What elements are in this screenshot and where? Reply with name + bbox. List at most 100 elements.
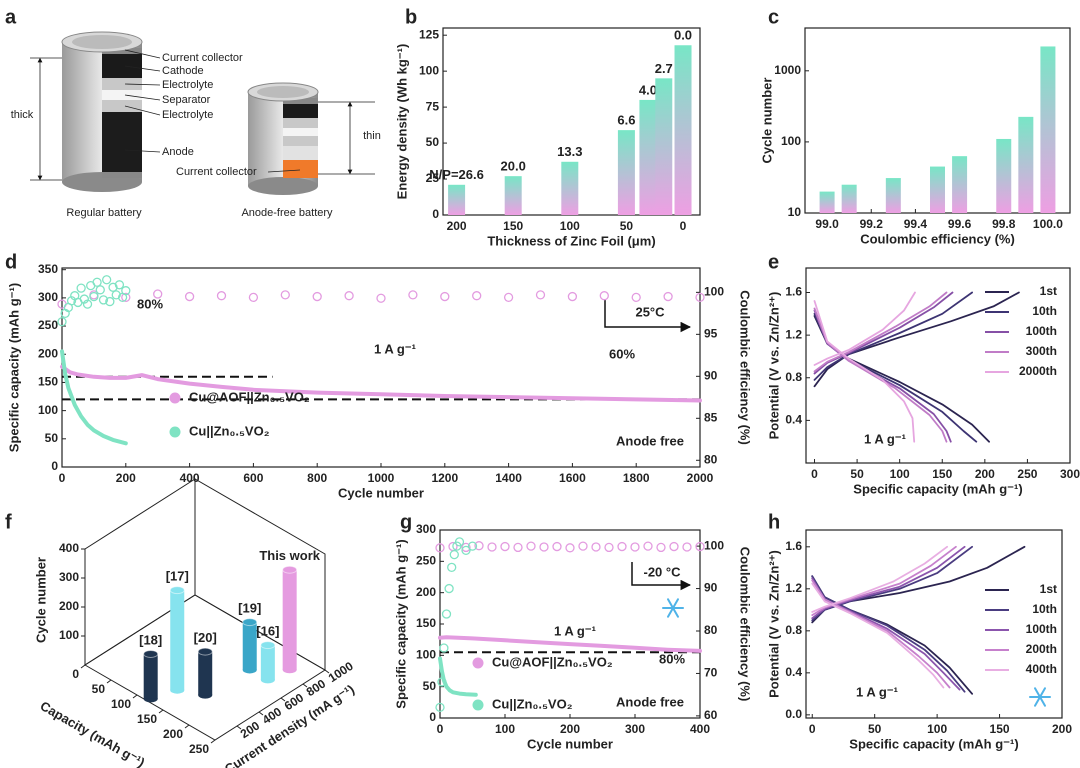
y-axis-label: Potential (V vs. Zn/Zn²⁺) bbox=[766, 550, 781, 698]
bar bbox=[561, 161, 579, 215]
bar-label: [20] bbox=[194, 630, 217, 645]
layer bbox=[283, 118, 318, 128]
y-tick-label: 100 bbox=[38, 403, 58, 417]
marker bbox=[695, 541, 705, 552]
x-axis-label: Cycle number bbox=[338, 485, 424, 500]
bar bbox=[617, 130, 635, 215]
panel-letter: b bbox=[405, 6, 417, 28]
bar-3d bbox=[242, 622, 257, 670]
x-tick-label: 100 bbox=[111, 697, 131, 711]
bar-label: This work bbox=[259, 548, 320, 563]
capacity-line bbox=[60, 364, 702, 403]
y-axis-label: Energy density (Wh kg⁻¹) bbox=[394, 44, 409, 200]
marker bbox=[631, 292, 641, 303]
leaders bbox=[30, 49, 161, 181]
marker bbox=[440, 291, 450, 302]
annotation: Anode free bbox=[616, 694, 684, 709]
bar-3d bbox=[198, 651, 213, 696]
bar bbox=[930, 166, 945, 213]
z-axis-label: Cycle number bbox=[33, 557, 48, 643]
y-tick-label: 75 bbox=[426, 99, 440, 113]
marker bbox=[344, 291, 354, 301]
layer bbox=[102, 112, 142, 172]
marker bbox=[435, 543, 445, 553]
y-tick-label: 50 bbox=[426, 135, 440, 149]
x-tick-label: 800 bbox=[307, 471, 327, 485]
cylinder-bottom bbox=[248, 177, 318, 195]
temperature-arrow bbox=[604, 300, 692, 333]
curve bbox=[811, 545, 957, 689]
marker bbox=[461, 545, 471, 556]
x-tick-label: 1400 bbox=[495, 471, 522, 485]
layer bbox=[283, 136, 318, 146]
z-tick-label: 200 bbox=[59, 599, 79, 613]
marker bbox=[663, 291, 673, 302]
marker bbox=[312, 291, 322, 302]
z-tick-label: 300 bbox=[59, 570, 79, 584]
bar bbox=[1018, 116, 1034, 213]
x-axis-label: Coulombic efficiency (%) bbox=[860, 231, 1015, 246]
bar-label: 0.0 bbox=[674, 28, 692, 43]
caption: Regular battery bbox=[66, 207, 142, 219]
y-tick-label: 0.8 bbox=[785, 623, 802, 637]
panel-letter: d bbox=[5, 251, 17, 273]
x-tick-label: 400 bbox=[690, 722, 710, 736]
x-tick-label: 400 bbox=[180, 471, 200, 485]
leader bbox=[124, 65, 161, 72]
x-tick-label: 0 bbox=[437, 722, 444, 736]
layer bbox=[283, 104, 318, 118]
leader bbox=[124, 105, 161, 116]
y-tick-label: 0.8 bbox=[785, 370, 802, 384]
bar bbox=[448, 184, 466, 215]
x-tick bbox=[80, 664, 86, 669]
layer-label: Electrolyte bbox=[162, 109, 213, 121]
marker bbox=[408, 290, 418, 300]
chart-b: 200 150 100 50 0 0 25 50 75 100 125 Thickness of Zi… bbox=[394, 27, 701, 248]
x-tick-label: 150 bbox=[503, 219, 523, 233]
x-tick-label: 1000 bbox=[368, 471, 395, 485]
marker bbox=[121, 292, 131, 303]
bar-label: [17] bbox=[166, 569, 189, 584]
bar bbox=[996, 138, 1012, 213]
x-tick-label: 99.2 bbox=[860, 217, 884, 231]
y-tick-label: 100 bbox=[419, 63, 439, 77]
marker bbox=[108, 282, 118, 292]
panel-letter: f bbox=[5, 511, 12, 533]
x-tick-label: 200 bbox=[560, 722, 580, 736]
legend-swatch bbox=[169, 426, 181, 438]
layer-label: Anode bbox=[162, 146, 194, 158]
marker bbox=[280, 290, 290, 300]
x-tick-label: 50 bbox=[850, 467, 864, 481]
layer bbox=[283, 98, 318, 104]
marker bbox=[76, 283, 86, 293]
x-tick-label: 99.4 bbox=[904, 217, 928, 231]
x-tick-label: 99.0 bbox=[815, 217, 839, 231]
marker bbox=[57, 317, 67, 327]
y2-tick-label: 95 bbox=[704, 327, 718, 341]
x-tick-label: 0 bbox=[72, 667, 79, 681]
marker bbox=[435, 702, 445, 713]
panel-letter: g bbox=[400, 511, 412, 533]
marker bbox=[454, 537, 465, 547]
y-axis-label: Potential (V vs. Zn/Zn²⁺) bbox=[766, 292, 781, 440]
leader bbox=[267, 169, 301, 173]
legend-swatch bbox=[169, 392, 181, 404]
x-tick bbox=[158, 709, 164, 714]
chart-g: 0 100 200 300 400 0 50 100 150 200 250 300 60 70 80 90 1… bbox=[393, 522, 752, 751]
x-tick-label: 1800 bbox=[623, 471, 650, 485]
x-tick-label: 250 bbox=[1017, 467, 1037, 481]
y2-tick-label: 60 bbox=[704, 708, 718, 722]
legend-label: 100th bbox=[1026, 324, 1057, 338]
marker bbox=[500, 541, 510, 552]
marker bbox=[114, 280, 125, 290]
layer-label: Cathode bbox=[162, 65, 204, 77]
marker bbox=[82, 299, 93, 309]
annotation: 1 A g⁻¹ bbox=[374, 341, 416, 356]
bar bbox=[885, 178, 901, 213]
marker bbox=[216, 291, 227, 301]
bar bbox=[1040, 46, 1056, 214]
panel-letter: a bbox=[5, 6, 17, 28]
x-axis-label: Thickness of Zinc Foil (μm) bbox=[487, 233, 655, 248]
marker bbox=[89, 291, 99, 302]
